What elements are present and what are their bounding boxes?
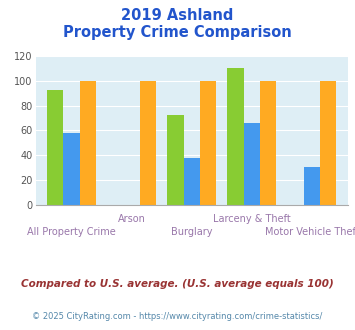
Text: Arson: Arson [118, 214, 146, 224]
Bar [260, 81, 276, 205]
Bar [320, 81, 336, 205]
Bar [167, 115, 184, 205]
Bar [64, 133, 80, 205]
Text: Burglary: Burglary [171, 227, 212, 237]
Bar [184, 157, 200, 205]
Bar [80, 81, 96, 205]
Text: 2019 Ashland: 2019 Ashland [121, 8, 234, 23]
Text: Larceny & Theft: Larceny & Theft [213, 214, 291, 224]
Text: All Property Crime: All Property Crime [27, 227, 116, 237]
Text: Property Crime Comparison: Property Crime Comparison [63, 25, 292, 40]
Bar [200, 81, 216, 205]
Legend: Ashland, New Hampshire, National: Ashland, New Hampshire, National [29, 225, 326, 250]
Text: Motor Vehicle Theft: Motor Vehicle Theft [264, 227, 355, 237]
Bar [228, 68, 244, 205]
Bar [47, 89, 64, 205]
Text: © 2025 CityRating.com - https://www.cityrating.com/crime-statistics/: © 2025 CityRating.com - https://www.city… [32, 312, 323, 321]
Text: Compared to U.S. average. (U.S. average equals 100): Compared to U.S. average. (U.S. average … [21, 279, 334, 289]
Bar [244, 123, 260, 205]
Bar [304, 168, 320, 205]
Bar [140, 81, 156, 205]
